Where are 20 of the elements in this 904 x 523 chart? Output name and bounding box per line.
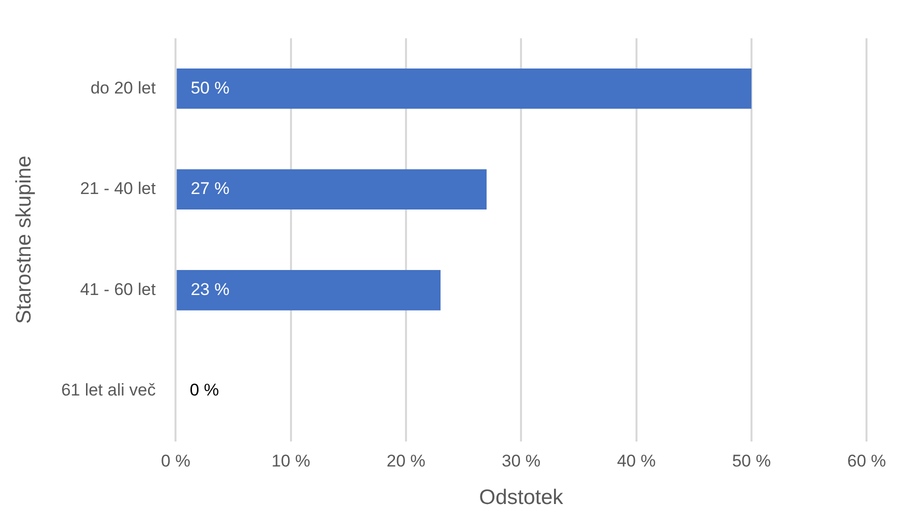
y-axis-title: Starostne skupine — [12, 156, 36, 324]
bar — [176, 68, 752, 109]
x-tick-label: 20 % — [386, 451, 426, 470]
x-tick-label: 10 % — [271, 451, 310, 470]
y-tick-label: 41 - 60 let — [80, 280, 156, 299]
x-tick-label: 30 % — [502, 451, 541, 470]
bar — [176, 169, 487, 210]
x-tick-label: 60 % — [847, 451, 886, 470]
data-label: 27 % — [190, 179, 230, 198]
y-tick-label: do 20 let — [90, 78, 156, 98]
x-axis-title: Odstotek — [479, 486, 564, 510]
data-label: 50 % — [190, 78, 230, 98]
x-tick-label: 40 % — [616, 451, 656, 470]
data-label: 23 % — [190, 280, 230, 299]
data-label: 0 % — [190, 380, 219, 400]
bar — [176, 270, 441, 310]
y-tick-label: 61 let ali več — [61, 380, 156, 400]
x-tick-label: 0 % — [161, 451, 190, 470]
x-tick-label: 50 % — [732, 451, 771, 470]
y-tick-label: 21 - 40 let — [80, 179, 156, 198]
